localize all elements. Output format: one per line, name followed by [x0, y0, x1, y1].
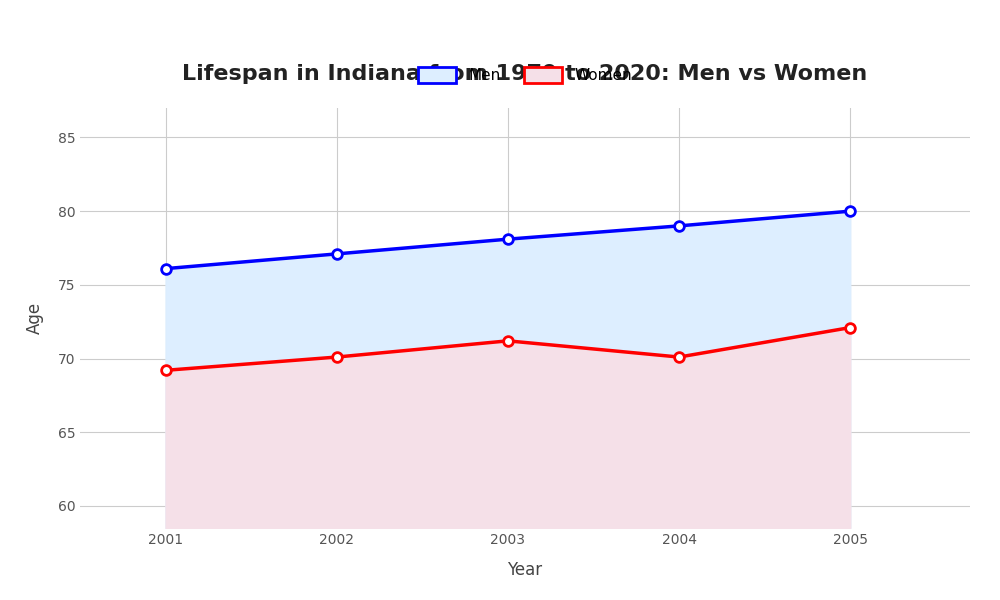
Legend: Men, Women: Men, Women — [412, 61, 638, 89]
Title: Lifespan in Indiana from 1979 to 2020: Men vs Women: Lifespan in Indiana from 1979 to 2020: M… — [182, 64, 868, 84]
X-axis label: Year: Year — [507, 561, 543, 579]
Y-axis label: Age: Age — [26, 302, 44, 334]
